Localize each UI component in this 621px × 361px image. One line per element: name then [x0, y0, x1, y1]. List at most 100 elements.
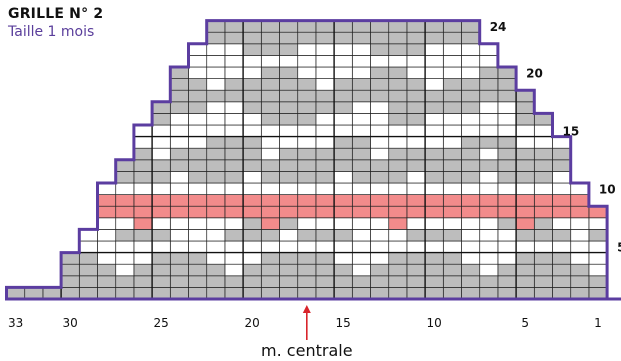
- grid-cell: [78, 263, 98, 277]
- grid-cell: [224, 113, 244, 126]
- grid-cell: [406, 287, 426, 300]
- grid-cell: [479, 275, 499, 288]
- grid-cell: [315, 194, 335, 207]
- grid-cell: [224, 78, 244, 91]
- grid-cell: [315, 252, 335, 265]
- grid-cell: [570, 205, 590, 219]
- grid-cell: [297, 31, 317, 45]
- grid-cell: [461, 124, 481, 137]
- grid-cell: [442, 275, 462, 288]
- grid-cell: [133, 171, 153, 184]
- grid-cell: [442, 217, 462, 230]
- grid-cell: [188, 101, 208, 114]
- grid-cell: [333, 275, 353, 288]
- grid-cell: [279, 43, 299, 56]
- grid-cell: [169, 78, 189, 91]
- grid-cell: [333, 147, 353, 161]
- grid-cell: [188, 136, 208, 149]
- grid-cell: [260, 78, 280, 91]
- grid-cell: [370, 182, 390, 195]
- grid-cell: [388, 147, 408, 161]
- grid-cell: [297, 43, 317, 56]
- grid-cell: [570, 287, 590, 300]
- grid-cell: [206, 229, 226, 242]
- grid-cell: [515, 136, 535, 149]
- grid-cell: [552, 217, 572, 230]
- grid-cell: [297, 147, 317, 161]
- chart-title: GRILLE N° 2: [8, 6, 104, 22]
- grid-cell: [552, 287, 572, 300]
- grid-cell: [497, 78, 517, 91]
- grid-cell: [351, 217, 371, 230]
- grid-cell: [188, 205, 208, 219]
- column-label: 25: [154, 316, 169, 330]
- grid-cell: [552, 240, 572, 253]
- grid-cell: [497, 287, 517, 300]
- grid-cell: [461, 287, 481, 300]
- grid-cell: [60, 275, 80, 288]
- grid-cell: [406, 66, 426, 79]
- grid-cell: [333, 113, 353, 126]
- grid-cell: [297, 20, 317, 33]
- grid-cell: [406, 43, 426, 56]
- grid-cell: [461, 275, 481, 288]
- grid-cell: [497, 101, 517, 114]
- grid-cell: [279, 124, 299, 137]
- grid-cell: [461, 182, 481, 195]
- grid-cell: [406, 113, 426, 126]
- grid-cell: [169, 205, 189, 219]
- grid-cell: [388, 20, 408, 33]
- grid-cell: [351, 78, 371, 91]
- grid-cell: [115, 275, 135, 288]
- grid-cell: [151, 287, 171, 300]
- grid-cell: [461, 78, 481, 91]
- grid-cell: [479, 287, 499, 300]
- grid-cell: [479, 136, 499, 149]
- grid-cell: [169, 159, 189, 172]
- grid-cell: [461, 43, 481, 56]
- grid-cell: [333, 55, 353, 68]
- grid-cell: [115, 287, 135, 300]
- grid-cell: [333, 171, 353, 184]
- grid-cell: [370, 55, 390, 68]
- grid-cell: [588, 240, 608, 253]
- grid-cell: [533, 194, 553, 207]
- grid-cell: [552, 182, 572, 195]
- grid-cell: [461, 159, 481, 172]
- grid-cell: [442, 263, 462, 277]
- grid-cell: [533, 252, 553, 265]
- grid-cell: [370, 66, 390, 79]
- grid-cell: [169, 136, 189, 149]
- grid-cell: [333, 124, 353, 137]
- grid-cell: [297, 263, 317, 277]
- grid-cell: [297, 229, 317, 242]
- grid-cell: [60, 263, 80, 277]
- grid-cell: [151, 205, 171, 219]
- grid-cell: [479, 217, 499, 230]
- grid-cell: [115, 217, 135, 230]
- grid-cell: [406, 136, 426, 149]
- grid-cell: [242, 240, 262, 253]
- grid-cell: [461, 101, 481, 114]
- grid-cell: [461, 252, 481, 265]
- grid-cell: [442, 124, 462, 137]
- grid-cell: [424, 205, 444, 219]
- grid-cell: [515, 263, 535, 277]
- grid-cell: [206, 263, 226, 277]
- grid-cell: [533, 229, 553, 242]
- grid-cell: [279, 66, 299, 79]
- grid-cell: [224, 171, 244, 184]
- grid-cell: [388, 182, 408, 195]
- grid-cell: [424, 171, 444, 184]
- grid-cell: [315, 31, 335, 45]
- grid-cell: [97, 263, 117, 277]
- grid-cell: [169, 194, 189, 207]
- grid-cell: [260, 43, 280, 56]
- grid-cell: [315, 78, 335, 91]
- grid-cell: [315, 171, 335, 184]
- grid-cell: [260, 194, 280, 207]
- column-label: 33: [8, 316, 23, 330]
- grid-cell: [370, 20, 390, 33]
- grid-cell: [424, 263, 444, 277]
- grid-cell: [442, 101, 462, 114]
